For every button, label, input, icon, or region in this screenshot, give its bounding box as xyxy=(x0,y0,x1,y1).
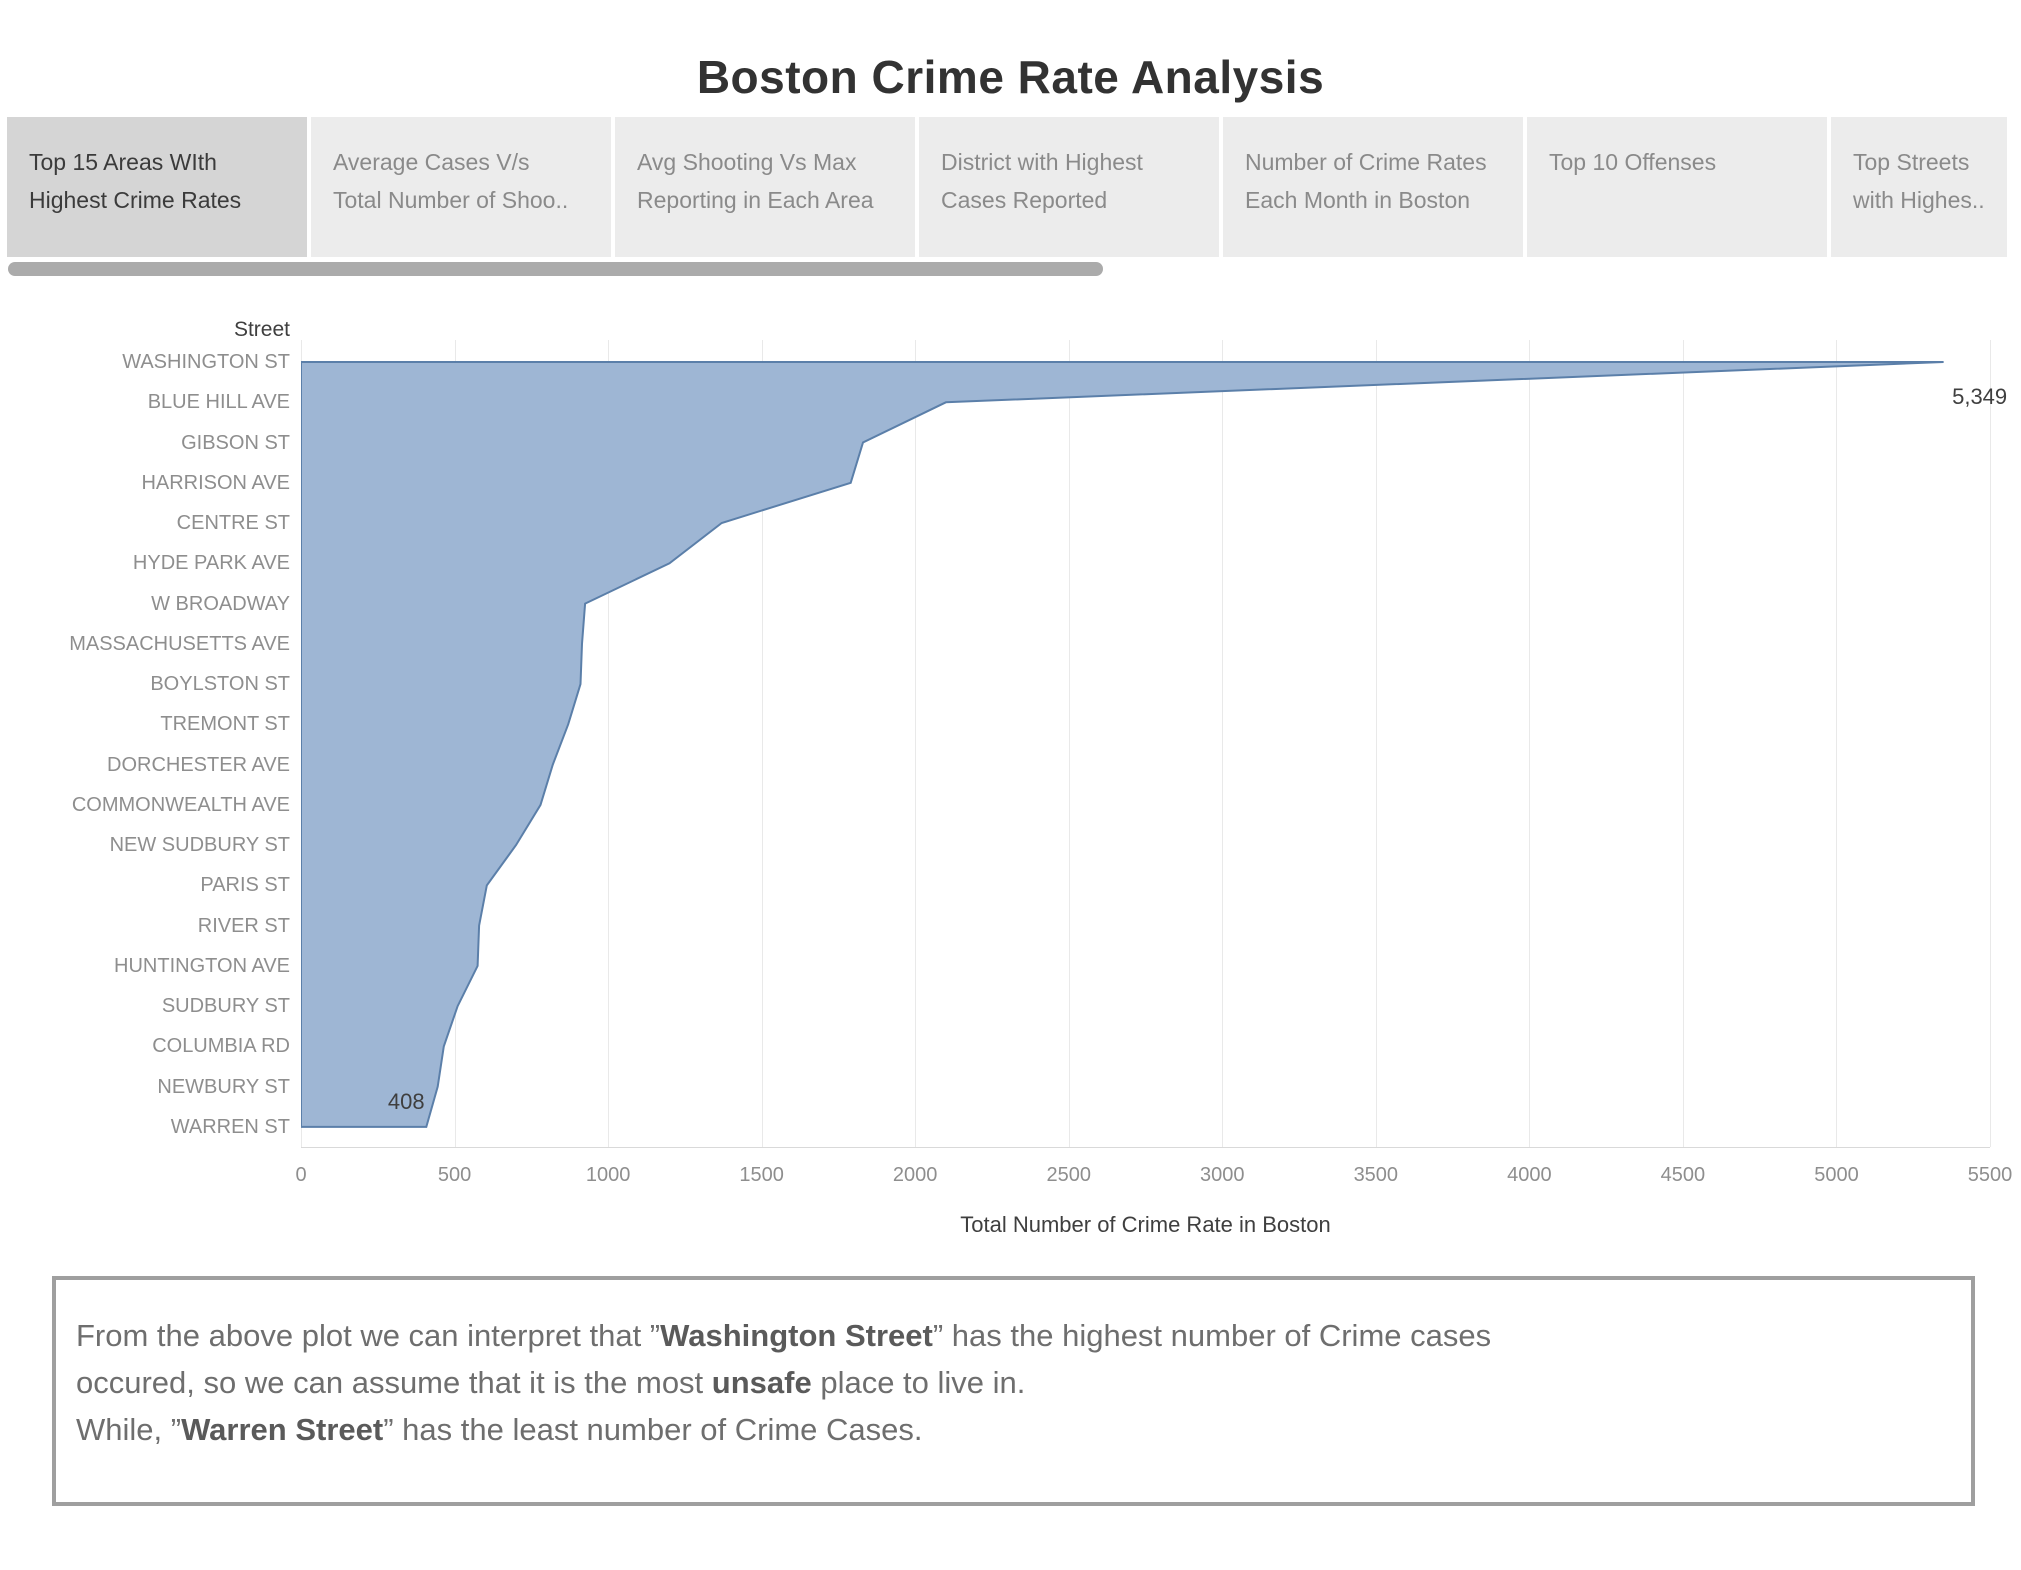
x-tick-1000: 1000 xyxy=(585,1164,631,1186)
tab-label-line: Top Streets xyxy=(1853,149,1970,175)
gridline-2000 xyxy=(915,340,917,1147)
tab-label-line: Top 15 Areas WIth xyxy=(29,149,217,175)
note-text: ” has the least number of Crime Cases. xyxy=(383,1412,923,1447)
x-tick-4500: 4500 xyxy=(1660,1164,1706,1186)
gridline-3000 xyxy=(1222,340,1224,1147)
note-text-line: From the above plot we can interpret tha… xyxy=(76,1312,1951,1359)
x-axis-line xyxy=(301,1147,1990,1148)
tab-label-line: Cases Reported xyxy=(941,187,1108,213)
tab-crime-rates-each-month[interactable]: Number of Crime Rates Each Month in Bosto… xyxy=(1223,117,1523,257)
tab-bar-scrollbar[interactable] xyxy=(8,262,1103,276)
tab-top-15-areas[interactable]: Top 15 Areas WIth Highest Crime Rates xyxy=(7,117,307,257)
note-text: While, ” xyxy=(76,1412,182,1447)
note-text-line: While, ”Warren Street” has the least num… xyxy=(76,1406,1951,1453)
gridline-5500 xyxy=(1990,340,1991,1147)
area-mark-canvas xyxy=(301,361,1944,1128)
street-label: COLUMBIA RD xyxy=(152,1035,290,1058)
note-text: occured, so we can assume that it is the… xyxy=(76,1365,712,1400)
street-label: MASSACHUSETTS AVE xyxy=(69,632,290,655)
note-text: ” has the highest number of Crime cases xyxy=(932,1318,1492,1353)
street-label: BLUE HILL AVE xyxy=(147,391,290,414)
x-tick-2000: 2000 xyxy=(892,1164,938,1186)
sheet-tab-bar: Top 15 Areas WIth Highest Crime Rates Aver… xyxy=(7,117,2007,257)
street-label: HUNTINGTON AVE xyxy=(114,954,290,977)
x-tick-500: 500 xyxy=(437,1164,472,1186)
tab-label-line: Total Number of Shoo.. xyxy=(333,187,569,213)
x-tick-2500: 2500 xyxy=(1046,1164,1091,1186)
gridline-5000 xyxy=(1836,340,1838,1147)
note-text: place to live in. xyxy=(811,1365,1026,1400)
page-title: Boston Crime Rate Analysis xyxy=(696,51,1325,103)
note-text-line: occured, so we can assume that it is the… xyxy=(76,1359,1951,1406)
street-label: BOYLSTON ST xyxy=(150,673,290,696)
note-emphasis: unsafe xyxy=(711,1365,812,1400)
note-text: From the above plot we can interpret tha… xyxy=(76,1318,661,1353)
gridline-3500 xyxy=(1375,340,1377,1147)
street-label: RIVER ST xyxy=(197,914,290,937)
gridline-1500 xyxy=(761,340,763,1147)
tab-label-line: Top 10 Offenses xyxy=(1549,149,1717,175)
x-tick-5000: 5000 xyxy=(1814,1164,1859,1186)
street-label: PARIS ST xyxy=(200,874,290,897)
note-emphasis: Washington Street xyxy=(660,1318,933,1353)
street-label: HYDE PARK AVE xyxy=(132,552,290,575)
street-label: WASHINGTON ST xyxy=(122,351,290,373)
y-axis-title: Street xyxy=(233,318,290,341)
x-tick-3000: 3000 xyxy=(1200,1164,1245,1186)
tab-top-10-offenses[interactable]: Top 10 Offenses xyxy=(1527,117,1827,257)
gridline-2500 xyxy=(1068,340,1070,1147)
tab-top-streets[interactable]: Top Streets with Highes.. xyxy=(1831,117,2007,257)
gridline-4000 xyxy=(1529,340,1531,1147)
street-label: DORCHESTER AVE xyxy=(107,753,290,776)
street-label: WARREN ST xyxy=(170,1115,290,1138)
x-tick-1500: 1500 xyxy=(739,1164,784,1186)
tab-district-highest-cases[interactable]: District with Highest Cases Reported xyxy=(919,117,1219,257)
crime-area-series[interactable] xyxy=(301,361,1944,1128)
x-tick-5500: 5500 xyxy=(1967,1164,2013,1186)
street-label: W BROADWAY xyxy=(151,592,290,615)
tab-label-line: Number of Crime Rates xyxy=(1245,149,1487,175)
value-label-washington-st: 5,349 xyxy=(1952,384,2008,409)
street-label: HARRISON AVE xyxy=(141,471,290,494)
street-label: NEWBURY ST xyxy=(157,1075,290,1098)
gridline-1000 xyxy=(608,340,610,1147)
tab-label-line: Avg Shooting Vs Max xyxy=(637,149,857,175)
tab-label-line: Average Cases V/s xyxy=(333,149,530,175)
note-emphasis: Warren Street xyxy=(181,1412,384,1447)
tab-label-line: District with Highest xyxy=(941,149,1143,175)
tab-label-line: Highest Crime Rates xyxy=(29,187,242,213)
tab-label-line: Reporting in Each Area xyxy=(637,187,874,213)
tab-label-line: Each Month in Boston xyxy=(1245,187,1471,213)
street-label: TREMONT ST xyxy=(160,713,290,736)
street-label: GIBSON ST xyxy=(181,431,290,454)
x-tick-4000: 4000 xyxy=(1507,1164,1552,1186)
street-label: NEW SUDBURY ST xyxy=(109,834,290,857)
gridline-4500 xyxy=(1682,340,1684,1147)
tab-label-line: with Highes.. xyxy=(1853,187,1985,213)
tab-avg-shooting-vs-max-reporting[interactable]: Avg Shooting Vs Max Reporting in Each Are… xyxy=(615,117,915,257)
street-label: SUDBURY ST xyxy=(161,995,290,1018)
x-tick-0: 0 xyxy=(295,1164,307,1186)
street-label: COMMONWEALTH AVE xyxy=(71,793,290,816)
x-axis-title: Total Number of Crime Rate in Boston xyxy=(960,1212,1331,1237)
street-label: CENTRE ST xyxy=(176,512,290,535)
tab-average-cases-vs-shootings[interactable]: Average Cases V/s Total Number of Shoo.. xyxy=(311,117,611,257)
x-tick-3500: 3500 xyxy=(1353,1164,1399,1186)
interpretation-note: From the above plot we can interpret tha… xyxy=(52,1276,1975,1506)
value-label-warren-st: 408 xyxy=(387,1088,425,1114)
